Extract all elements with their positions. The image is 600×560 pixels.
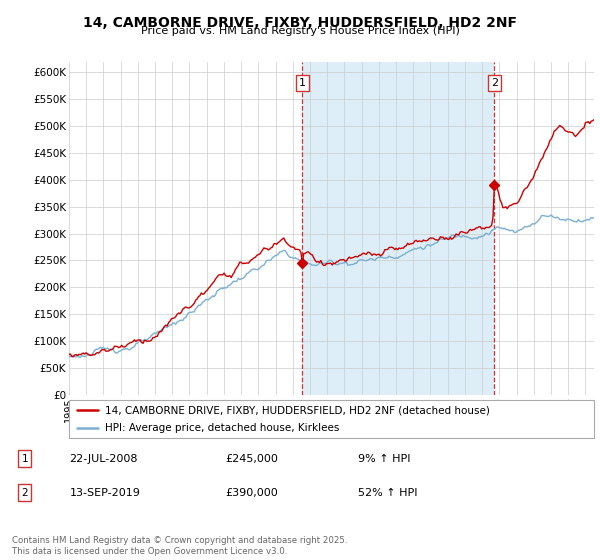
Text: 1: 1 — [299, 78, 306, 88]
Text: 14, CAMBORNE DRIVE, FIXBY, HUDDERSFIELD, HD2 2NF: 14, CAMBORNE DRIVE, FIXBY, HUDDERSFIELD,… — [83, 16, 517, 30]
Text: £245,000: £245,000 — [225, 454, 278, 464]
Text: 14, CAMBORNE DRIVE, FIXBY, HUDDERSFIELD, HD2 2NF (detached house): 14, CAMBORNE DRIVE, FIXBY, HUDDERSFIELD,… — [105, 405, 490, 415]
Text: 1: 1 — [22, 454, 28, 464]
Text: 2: 2 — [491, 78, 498, 88]
Text: 13-SEP-2019: 13-SEP-2019 — [70, 488, 140, 498]
Text: Contains HM Land Registry data © Crown copyright and database right 2025.
This d: Contains HM Land Registry data © Crown c… — [12, 536, 347, 556]
Text: Price paid vs. HM Land Registry's House Price Index (HPI): Price paid vs. HM Land Registry's House … — [140, 26, 460, 36]
Text: 9% ↑ HPI: 9% ↑ HPI — [358, 454, 410, 464]
FancyBboxPatch shape — [69, 400, 594, 438]
Text: HPI: Average price, detached house, Kirklees: HPI: Average price, detached house, Kirk… — [105, 423, 339, 433]
Bar — [302, 62, 494, 395]
Text: 2: 2 — [22, 488, 28, 498]
Text: £390,000: £390,000 — [225, 488, 278, 498]
Text: 22-JUL-2008: 22-JUL-2008 — [70, 454, 138, 464]
Text: 52% ↑ HPI: 52% ↑ HPI — [358, 488, 417, 498]
